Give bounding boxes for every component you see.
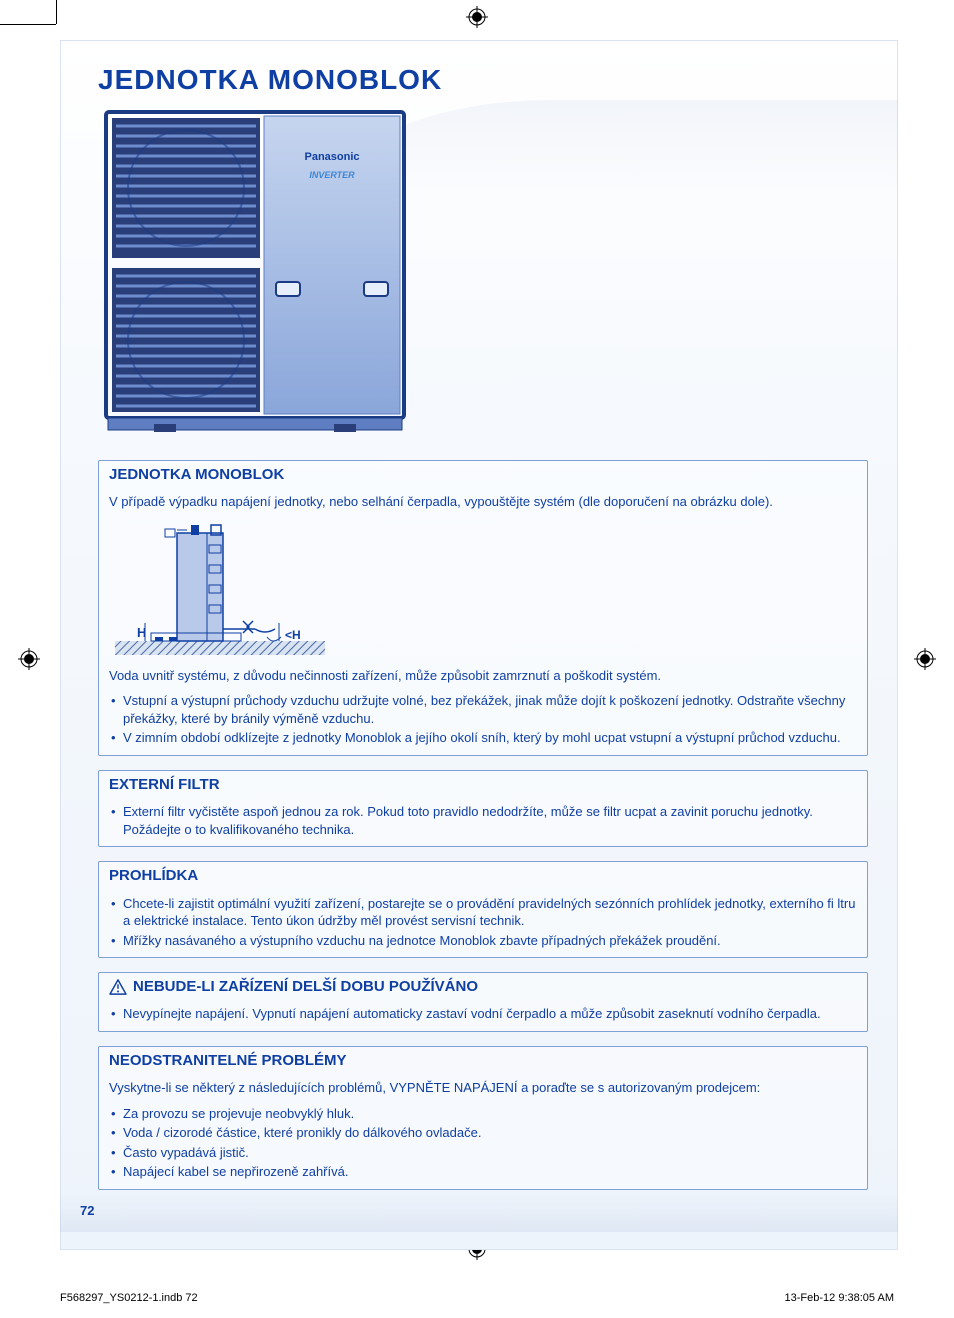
section-long-idle: NEBUDE-LI ZAŘÍZENÍ DELŠÍ DOBU POUŽÍVÁNO … [98,972,868,1032]
list-item: Napájecí kabel se nepřirozeně zahřívá. [111,1163,857,1181]
page-body: JEDNOTKA MONOBLOK [60,40,898,1250]
section-heading: NEBUDE-LI ZAŘÍZENÍ DELŠÍ DOBU POUŽÍVÁNO [99,973,867,999]
list-item: V zimním období odklízejte z jednotky Mo… [111,729,857,747]
drain-diagram: H <H [115,519,325,659]
registration-mark-icon [914,648,936,670]
svg-text:<H: <H [285,628,301,642]
section-monoblok: JEDNOTKA MONOBLOK V případě výpadku napá… [98,460,868,756]
registration-mark-icon [18,648,40,670]
section-filter: EXTERNÍ FILTR Externí filtr vyčistěte as… [98,770,868,847]
bullet-list: Za provozu se projevuje neobvyklý hluk. … [109,1105,857,1181]
list-item: Za provozu se projevuje neobvyklý hluk. [111,1105,857,1123]
monoblok-unit-illustration: Panasonic INVERTER [100,106,410,436]
print-footer: F568297_YS0212-1.indb 72 13-Feb-12 9:38:… [60,1292,894,1304]
section-intro: V případě výpadku napájení jednotky, neb… [109,493,857,511]
footer-file: F568297_YS0212-1.indb 72 [60,1292,198,1304]
list-item: Voda / cizorodé částice, které pronikly … [111,1124,857,1142]
section-heading: PROHLÍDKA [99,862,867,888]
list-item: Mřížky nasávaného a výstupního vzduchu n… [111,932,857,950]
section-heading: JEDNOTKA MONOBLOK [99,461,867,487]
bullet-list: Chcete-li zajistit optimální využití zař… [109,895,857,950]
section-problems: NEODSTRANITELNÉ PROBLÉMY Vyskytne-li se … [98,1046,868,1190]
section-intro: Vyskytne-li se některý z následujících p… [109,1079,857,1097]
page-number: 72 [80,1203,94,1218]
section-heading: EXTERNÍ FILTR [99,771,867,797]
list-item: Externí filtr vyčistěte aspoň jednou za … [111,803,857,838]
section-note: Voda uvnitř systému, z důvodu nečinnosti… [109,667,857,685]
section-inspection: PROHLÍDKA Chcete-li zajistit optimální v… [98,861,868,958]
bullet-list: Nevypínejte napájení. Vypnutí napájení a… [109,1005,857,1023]
page-title: JEDNOTKA MONOBLOK [98,64,868,96]
list-item: Často vypadává jistič. [111,1144,857,1162]
panasonic-logo: Panasonic [304,151,359,163]
bullet-list: Externí filtr vyčistěte aspoň jednou za … [109,803,857,838]
footer-timestamp: 13-Feb-12 9:38:05 AM [785,1292,894,1304]
crop-mark [56,0,57,24]
list-item: Nevypínejte napájení. Vypnutí napájení a… [111,1005,857,1023]
section-heading-text: NEBUDE-LI ZAŘÍZENÍ DELŠÍ DOBU POUŽÍVÁNO [133,977,478,997]
inverter-label: INVERTER [309,170,355,180]
crop-mark [0,24,56,25]
bullet-list: Vstupní a výstupní průchody vzduchu udrž… [109,692,857,747]
warning-icon [109,979,127,995]
list-item: Chcete-li zajistit optimální využití zař… [111,895,857,930]
registration-mark-icon [466,6,488,28]
section-heading: NEODSTRANITELNÉ PROBLÉMY [99,1047,867,1073]
list-item: Vstupní a výstupní průchody vzduchu udrž… [111,692,857,727]
decorative-gradient [60,1192,898,1232]
